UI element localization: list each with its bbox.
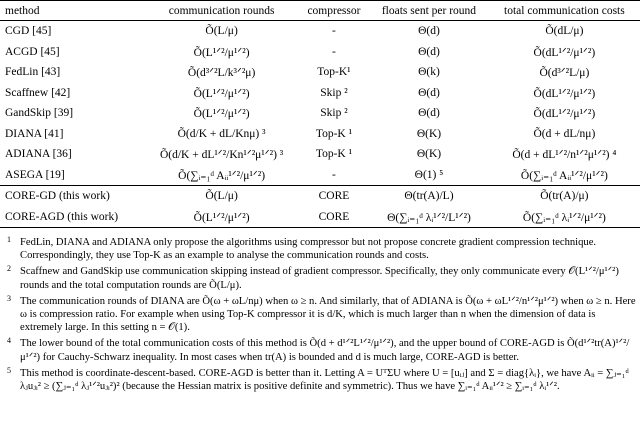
table-cell: Õ(∑ᵢ₌₁ᵈ Aᵢᵢ¹ᐟ²/μ¹ᐟ²) xyxy=(178,169,266,182)
table-cell: CORE xyxy=(298,206,370,228)
table-cell: Θ(K) xyxy=(416,148,442,161)
method-cell: CGD [45] xyxy=(5,25,52,38)
method-cell: CORE-GD (this work) xyxy=(0,185,145,207)
table-cell: - xyxy=(332,45,336,58)
footnote: 1 FedLin, DIANA and ADIANA only propose t… xyxy=(4,235,636,262)
table-row: Scaffnew [42] Õ(L¹ᐟ²/μ¹ᐟ²) Skip ² Θ(d) Õ(dL¹… xyxy=(0,83,640,104)
table-row: CORE-AGD (this work) Õ(L¹ᐟ²/μ¹ᐟ²) CORE Θ(∑ᵢ… xyxy=(0,206,640,228)
table-row: CGD [45] Õ(L/μ) - Θ(d) Õ(dL/μ) xyxy=(0,21,640,42)
table-row: FedLin [43] Õ(d³ᐟ²L/k³ᐟ²μ) Top-K¹ Θ(k) Õ(d³ᐟ… xyxy=(0,62,640,83)
table-cell: Õ(L¹ᐟ²/μ¹ᐟ²) xyxy=(193,46,250,59)
table-cell: Õ(dL/μ) xyxy=(545,25,584,38)
footnote: 3 The communication rounds of DIANA are Õ… xyxy=(4,293,636,335)
table-cell: Õ(tr(A)/μ) xyxy=(488,185,640,207)
footnote-text: FedLin, DIANA and ADIANA only propose th… xyxy=(20,237,597,262)
table-cell: Θ(d) xyxy=(418,86,440,99)
header-cell: compressor xyxy=(298,0,370,21)
footnote-text: Scaffnew and GandSkip use communication … xyxy=(20,266,619,291)
method-cell: GandSkip [39] xyxy=(5,107,74,120)
table-cell: Õ(d/K + dL¹ᐟ²/Kn¹ᐟ²μ¹ᐟ²) ³ xyxy=(159,149,284,162)
table-cell: Õ(∑ᵢ₌₁ᵈ Aᵢᵢ¹ᐟ²/μ¹ᐟ²) xyxy=(520,169,608,182)
table-cell: Skip ² xyxy=(320,107,348,120)
footnote: 2 Scaffnew and GandSkip use communication… xyxy=(4,264,636,291)
method-cell: DIANA [41] xyxy=(5,127,64,140)
table-cell: Θ(d) xyxy=(418,107,440,120)
footnote-text: The lower bound of the total communicati… xyxy=(20,338,630,363)
table-cell: Õ(dL¹ᐟ²/μ¹ᐟ²) xyxy=(533,108,596,121)
table-cell: Θ(d) xyxy=(418,45,440,58)
footnotes: 1 FedLin, DIANA and ADIANA only propose t… xyxy=(4,235,636,396)
header-cell: communication rounds xyxy=(144,0,299,21)
footnote-text: This method is coordinate-descent-based.… xyxy=(20,367,629,393)
table-row: ACGD [45] Õ(L¹ᐟ²/μ¹ᐟ²) - Θ(d) Õ(dL¹ᐟ²/μ¹ᐟ²) xyxy=(0,42,640,63)
table-cell: Õ(L/μ) xyxy=(205,25,238,38)
table-row: GandSkip [39] Õ(L¹ᐟ²/μ¹ᐟ²) Skip ² Θ(d) Õ(dL¹… xyxy=(0,103,640,124)
header-cell: total communication costs xyxy=(488,0,640,21)
table-cell: Top-K ¹ xyxy=(315,148,353,161)
table-cell: Õ(L¹ᐟ²/μ¹ᐟ²) xyxy=(144,206,299,228)
footnote-text: The communication rounds of DIANA are Õ(… xyxy=(20,295,636,334)
table-cell: - xyxy=(332,168,336,181)
table-cell: Θ(K) xyxy=(416,127,442,140)
method-cell: Scaffnew [42] xyxy=(5,86,71,99)
method-cell: ACGD [45] xyxy=(5,45,60,58)
table-cell: Õ(d + dL¹ᐟ²/n¹ᐟ²μ¹ᐟ²) ⁴ xyxy=(512,149,617,162)
table-cell: Õ(d³ᐟ²L/μ) xyxy=(539,67,590,80)
comparison-table: method communication rounds compressor floa… xyxy=(0,0,640,228)
table-cell: Top-K ¹ xyxy=(315,127,353,140)
table-cell: Õ(L¹ᐟ²/μ¹ᐟ²) xyxy=(193,108,250,121)
table-row: ASEGA [19] Õ(∑ᵢ₌₁ᵈ Aᵢᵢ¹ᐟ²/μ¹ᐟ²) - Θ(1) ⁵ Õ(∑… xyxy=(0,165,640,186)
table-row: DIANA [41] Õ(d/K + dL/Knμ) ³ Top-K ¹ Θ(K) Õ(… xyxy=(0,124,640,145)
table-cell: Θ(d) xyxy=(418,25,440,38)
header-cell: floats sent per round xyxy=(369,0,489,21)
table-cell: Skip ² xyxy=(320,86,348,99)
table-cell: Top-K¹ xyxy=(317,66,351,79)
footnote: 4 The lower bound of the total communicat… xyxy=(4,336,636,363)
table-cell: Õ(dL¹ᐟ²/μ¹ᐟ²) xyxy=(533,46,596,59)
header-cell: method xyxy=(0,0,145,21)
method-cell: ADIANA [36] xyxy=(5,148,72,161)
table-cell: Õ(L¹ᐟ²/μ¹ᐟ²) xyxy=(193,87,250,100)
footnote: 5 This method is coordinate-descent-based… xyxy=(4,365,636,393)
table-cell: Õ(d³ᐟ²L/k³ᐟ²μ) xyxy=(187,67,256,80)
footnote-marker: 5 xyxy=(7,365,11,375)
table-row: ADIANA [36] Õ(d/K + dL¹ᐟ²/Kn¹ᐟ²μ¹ᐟ²) ³ Top… xyxy=(0,144,640,165)
table-cell: Θ(1) ⁵ xyxy=(414,168,444,181)
table-cell: Õ(L/μ) xyxy=(144,185,299,207)
method-cell: FedLin [43] xyxy=(5,66,61,79)
table-cell: Θ(k) xyxy=(418,66,440,79)
table-cell: Õ(∑ᵢ₌₁ᵈ λᵢ¹ᐟ²/μ¹ᐟ²) xyxy=(488,206,640,228)
method-cell: CORE-AGD (this work) xyxy=(0,206,145,228)
footnote-marker: 3 xyxy=(7,293,11,303)
footnote-marker: 2 xyxy=(7,264,11,274)
table-cell: CORE xyxy=(298,185,370,207)
footnote-marker: 1 xyxy=(7,235,11,244)
table-cell: Õ(d + dL/nμ) xyxy=(533,127,596,140)
method-cell: ASEGA [19] xyxy=(5,168,65,181)
footnote-marker: 4 xyxy=(7,336,11,346)
table-row: CORE-GD (this work) Õ(L/μ) CORE Θ(tr(A)/L) Õ… xyxy=(0,185,640,207)
table-cell: Õ(dL¹ᐟ²/μ¹ᐟ²) xyxy=(533,87,596,100)
table-cell: Õ(d/K + dL/Knμ) ³ xyxy=(177,127,266,140)
header-row: method communication rounds compressor floa… xyxy=(0,0,640,21)
table-cell: - xyxy=(332,25,336,38)
table-cell: Θ(tr(A)/L) xyxy=(369,185,489,207)
table-cell: Θ(∑ᵢ₌₁ᵈ λᵢ¹ᐟ²/L¹ᐟ²) xyxy=(369,206,489,228)
